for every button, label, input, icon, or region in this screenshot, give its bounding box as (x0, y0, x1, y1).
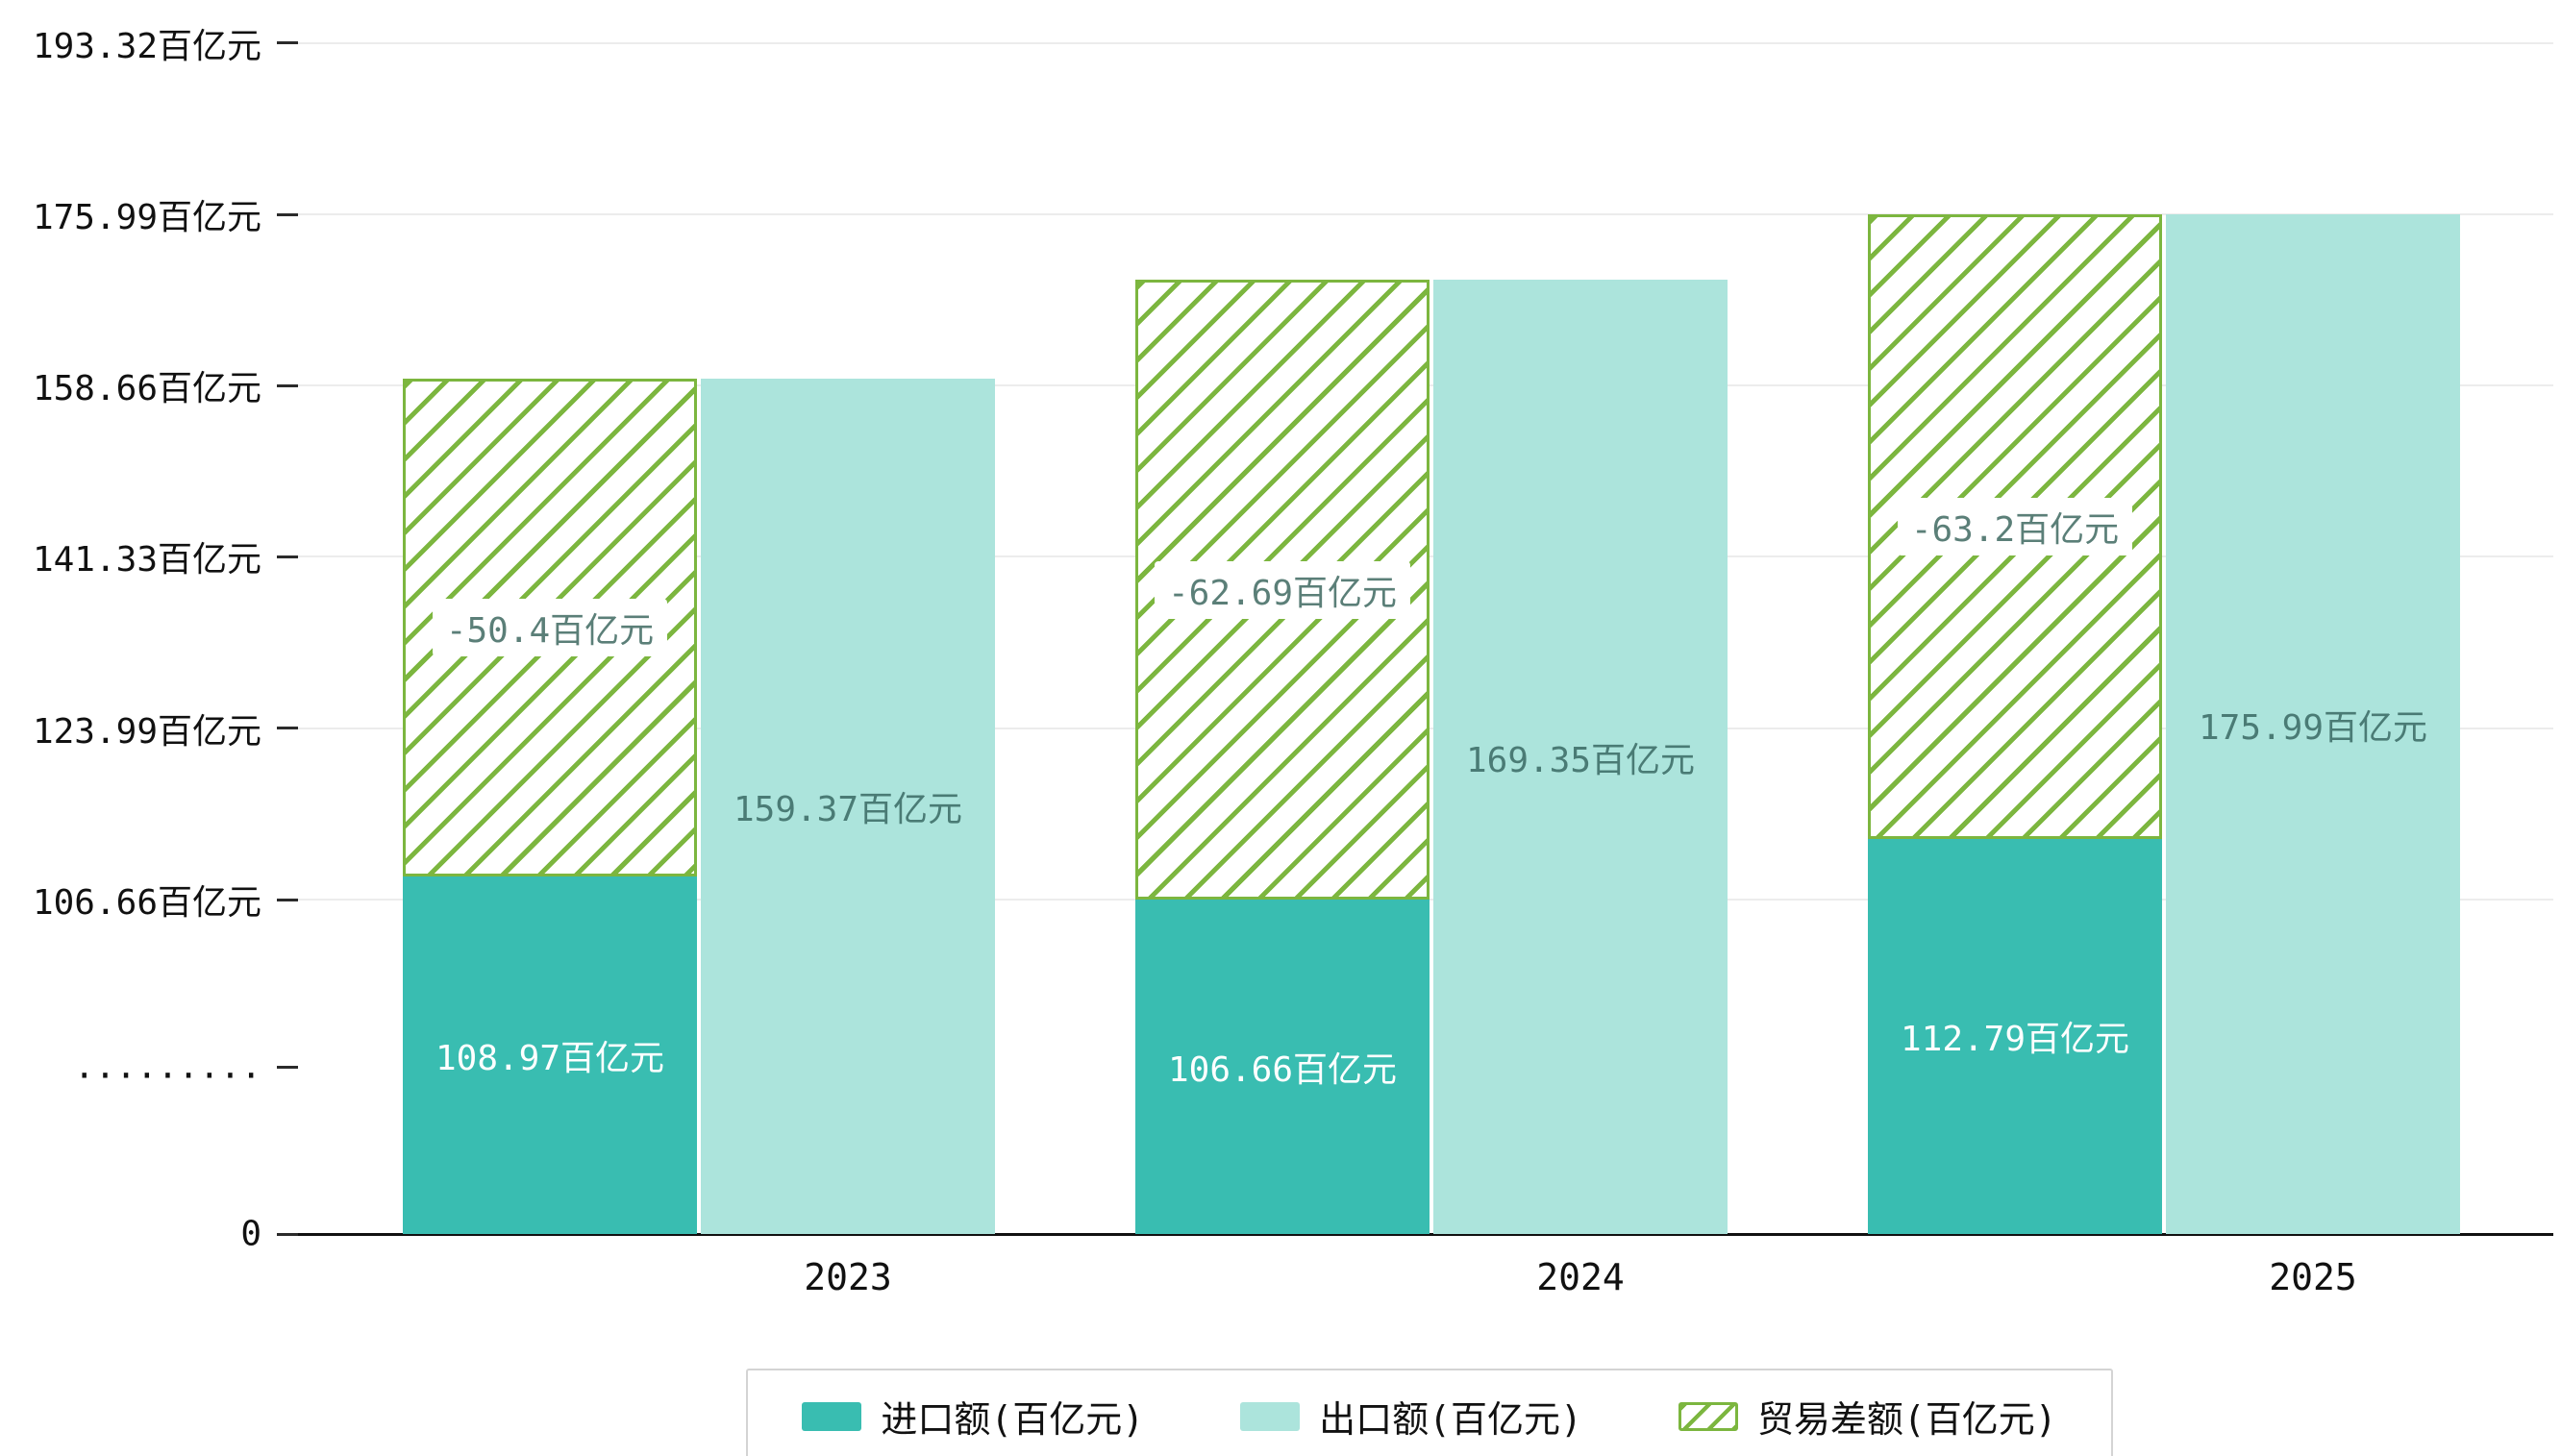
import-bar (403, 876, 697, 1234)
export-value-label: 159.37百亿元 (733, 789, 963, 829)
y-axis-label: 175.99百亿元 (32, 198, 261, 237)
y-tick-mark (277, 1065, 298, 1069)
export-value-label: 175.99百亿元 (2198, 707, 2428, 748)
legend-swatch-trade-balance (1678, 1401, 1738, 1431)
y-tick-mark (277, 555, 298, 558)
export-value-label: 169.35百亿元 (1465, 740, 1696, 780)
trade-balance-label-text: -63.2百亿元 (1897, 497, 2133, 555)
trade-balance-value-label: -50.4百亿元 (403, 599, 697, 657)
y-tick-mark (277, 727, 298, 730)
legend-item-import: 进口额(百亿元) (802, 1390, 1144, 1443)
y-axis-label: 123.99百亿元 (32, 711, 261, 752)
export-bar (2166, 214, 2460, 1234)
legend-wrap: 进口额(百亿元) 出口额(百亿元) 贸易差额(百亿元) (306, 1369, 2553, 1456)
y-tick-mark (277, 1232, 298, 1236)
legend-item-export: 出口额(百亿元) (1240, 1390, 1582, 1443)
import-bar (1868, 838, 2162, 1234)
legend-label-import: 进口额(百亿元) (881, 1398, 1145, 1441)
legend: 进口额(百亿元) 出口额(百亿元) 贸易差额(百亿元) (746, 1369, 2113, 1456)
x-axis-label: 2024 (1536, 1256, 1625, 1298)
grid-line (294, 213, 2553, 215)
import-value-label: 112.79百亿元 (1900, 1020, 2130, 1060)
legend-swatch-import (802, 1401, 862, 1431)
y-axis-label: 106.66百亿元 (32, 883, 261, 923)
x-axis-line (294, 1233, 2553, 1236)
export-bar (701, 378, 995, 1234)
export-bar (1433, 280, 1728, 1234)
trade-balance-value-label: -62.69百亿元 (1135, 560, 1430, 619)
import-value-label: 106.66百亿元 (1167, 1050, 1398, 1090)
trade-balance-label-text: -62.69百亿元 (1154, 560, 1411, 619)
legend-label-trade-balance: 贸易差额(百亿元) (1756, 1398, 2057, 1441)
legend-label-export: 出口额(百亿元) (1319, 1398, 1582, 1441)
y-axis-label: 0 (240, 1214, 261, 1254)
y-axis-label: 141.33百亿元 (32, 540, 261, 580)
y-tick-mark (277, 383, 298, 387)
y-axis-label: 158.66百亿元 (32, 369, 261, 409)
y-axis-label: 193.32百亿元 (32, 26, 261, 66)
import-bar (1135, 900, 1430, 1234)
x-axis-label: 2025 (2269, 1256, 2357, 1298)
legend-swatch-export (1240, 1401, 1301, 1431)
trade-balance-label-text: -50.4百亿元 (432, 599, 668, 657)
x-axis-label: 2023 (804, 1256, 892, 1298)
y-tick-mark (277, 41, 298, 45)
y-axis-label: ......... (73, 1047, 261, 1087)
legend-item-trade-balance: 贸易差额(百亿元) (1678, 1390, 2057, 1443)
trade-balance-value-label: -63.2百亿元 (1868, 497, 2162, 555)
y-tick-mark (277, 898, 298, 901)
grid-line (294, 41, 2553, 44)
import-value-label: 108.97百亿元 (435, 1039, 665, 1079)
y-tick-mark (277, 212, 298, 216)
